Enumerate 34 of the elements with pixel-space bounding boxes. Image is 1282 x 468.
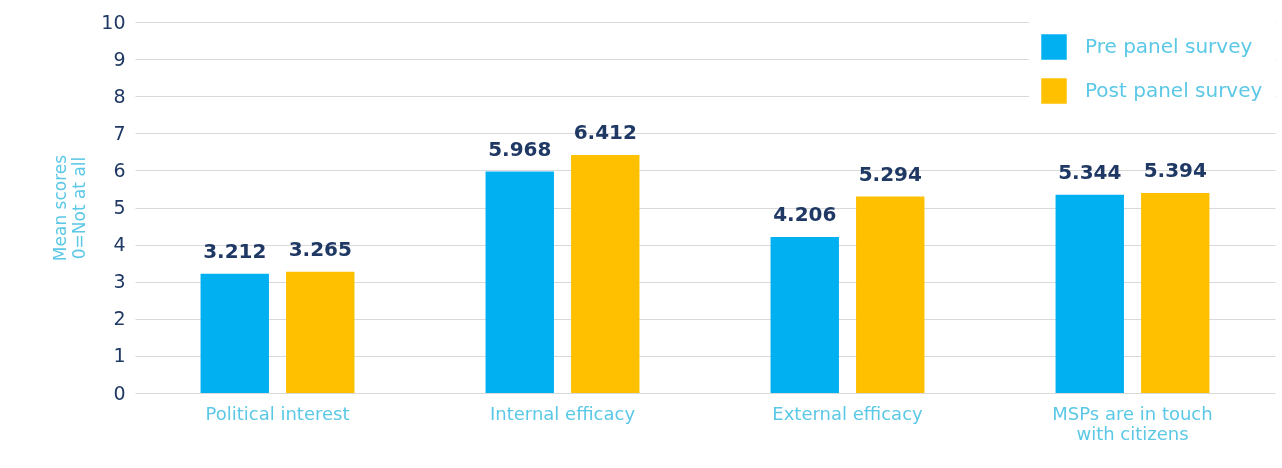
bar — [1055, 194, 1124, 393]
bar — [200, 273, 269, 393]
data-label: 5.394 — [1143, 157, 1207, 182]
y-tick-label: 9 — [113, 47, 126, 70]
y-tick-label: 8 — [113, 84, 126, 107]
y-tick-label: 10 — [101, 10, 126, 33]
data-label: 3.265 — [288, 236, 352, 261]
data-label: 5.344 — [1058, 159, 1122, 184]
bar — [1141, 192, 1210, 393]
bar — [571, 155, 640, 393]
legend-label: Post panel survey — [1085, 78, 1263, 102]
y-tick-label: 6 — [113, 158, 126, 181]
y-tick-label: 2 — [113, 307, 126, 330]
y-tick-label: 3 — [113, 270, 126, 293]
y-tick-label: 0 — [113, 381, 126, 404]
data-label: 5.294 — [858, 161, 922, 186]
bar — [286, 271, 355, 393]
data-label: 6.412 — [573, 120, 637, 145]
y-tick-label: 1 — [113, 344, 126, 367]
x-tick-label: External efficacy — [772, 402, 924, 424]
x-tick-label: Political interest — [205, 402, 350, 424]
y-tick-label: 7 — [113, 121, 126, 144]
data-label: 4.206 — [773, 201, 837, 226]
data-label: 3.212 — [203, 238, 267, 263]
x-tick-label: Internal efficacy — [489, 402, 636, 424]
y-tick-label: 5 — [113, 196, 126, 218]
bar — [485, 171, 554, 393]
bar — [856, 196, 925, 393]
bar — [770, 236, 839, 393]
data-label: 5.968 — [488, 136, 552, 161]
y-axis-title: Mean scores 0=Not at all — [50, 154, 90, 262]
y-tick-label: 4 — [113, 233, 126, 256]
x-tick-label: MSPs are in touch with citizens — [1052, 402, 1213, 444]
legend-label: Pre panel survey — [1085, 34, 1253, 58]
